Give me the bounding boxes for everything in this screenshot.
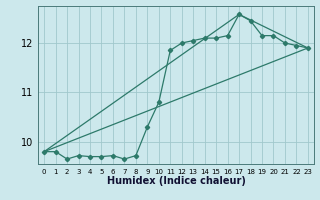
X-axis label: Humidex (Indice chaleur): Humidex (Indice chaleur) xyxy=(107,176,245,186)
